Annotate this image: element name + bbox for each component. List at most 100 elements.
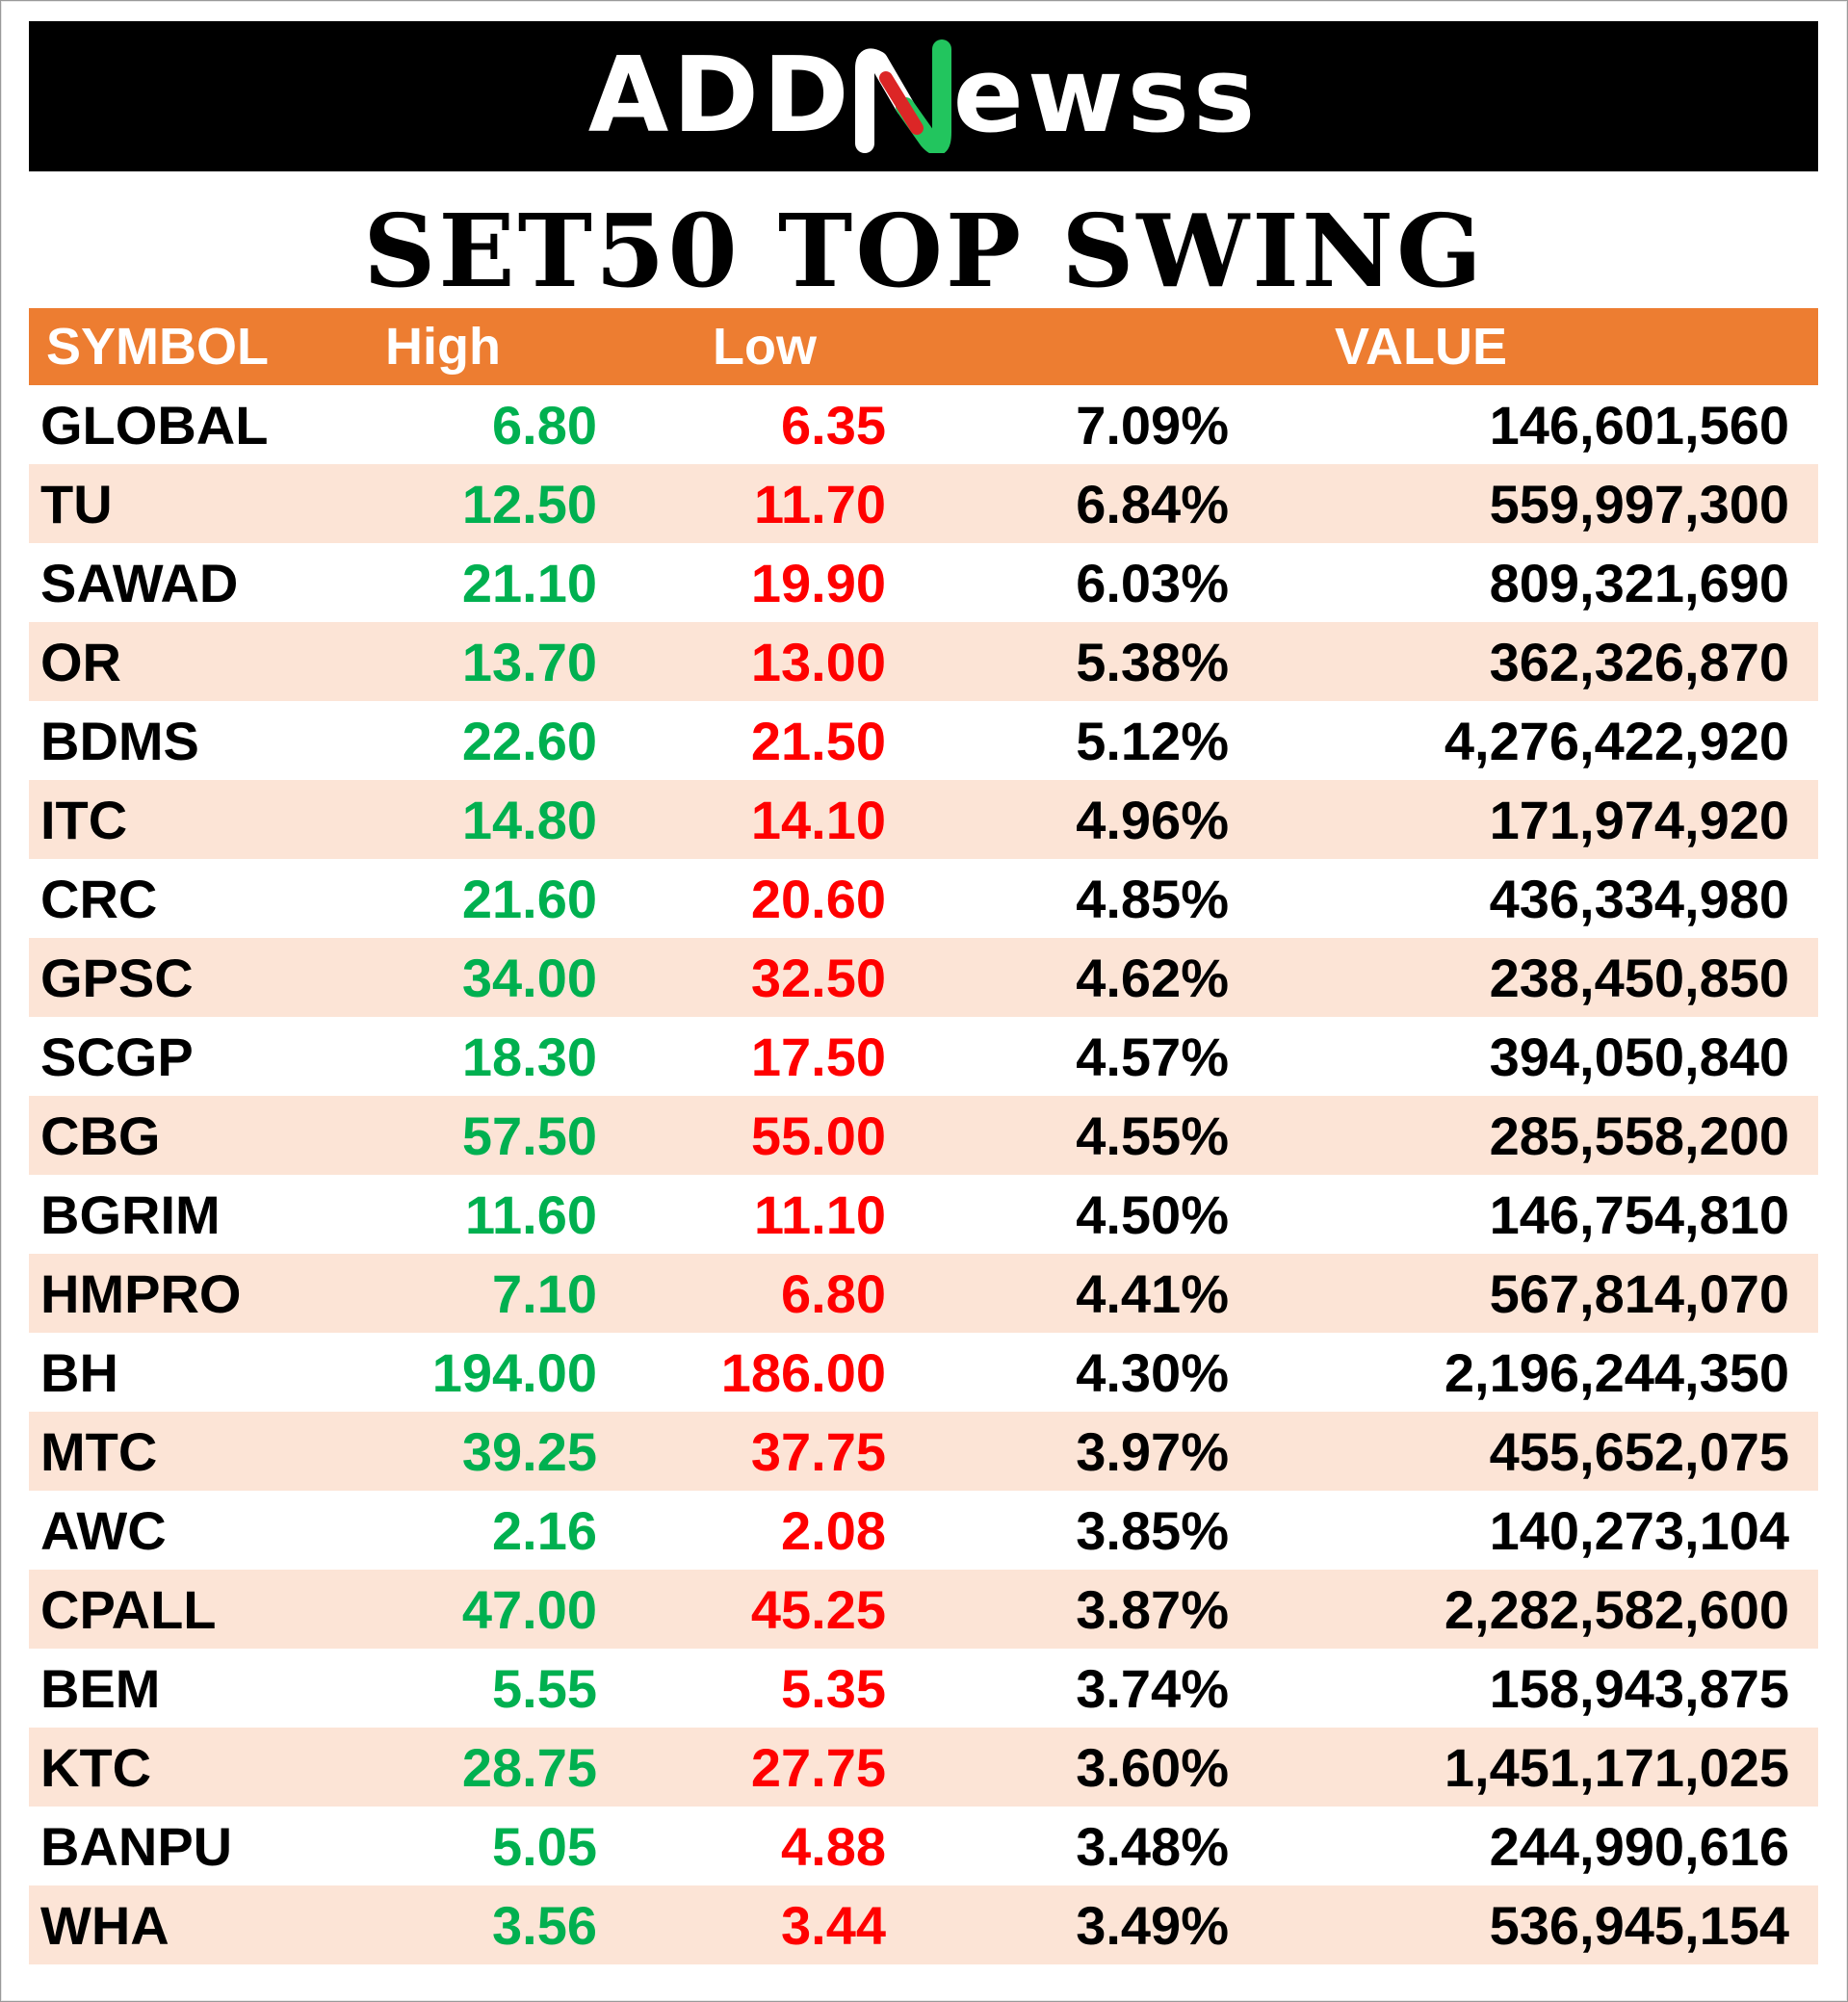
cell-symbol: CPALL [29,1570,279,1649]
cell-pct: 3.49% [896,1885,1242,1964]
cell-low: 3.44 [607,1885,896,1964]
cell-symbol: BGRIM [40,1183,221,1245]
cell-symbol: WHA [29,1885,279,1964]
cell-low: 186.00 [720,1341,886,1403]
cell-high: 6.80 [492,394,597,455]
cell-high: 21.10 [461,552,597,613]
cell-pct: 6.84% [896,464,1242,543]
cell-value: 285,558,200 [1242,1096,1818,1175]
cell-low: 13.00 [607,622,896,701]
cell-symbol: BH [40,1341,118,1403]
cell-low: 45.25 [607,1570,896,1649]
cell-high: 7.10 [279,1254,607,1333]
swing-table: SYMBOL High Low VALUE GLOBAL 6.80 6.35 7.09… [29,308,1818,1964]
cell-value: 567,814,070 [1242,1254,1818,1333]
cell-value: 536,945,154 [1242,1885,1818,1964]
cell-symbol: GLOBAL [40,394,269,455]
cell-high: 13.70 [279,622,607,701]
cell-pct: 3.48% [1076,1815,1229,1877]
cell-low: 37.75 [607,1412,896,1491]
header-pct [896,308,1242,385]
cell-high: 34.00 [279,938,607,1017]
cell-pct: 3.85% [1076,1499,1229,1561]
cell-high: 39.25 [279,1412,607,1491]
cell-symbol: ITC [29,780,279,859]
table-row: HMPRO 7.10 6.80 4.41% 567,814,070 [29,1254,1818,1333]
table-row: ITC 14.80 14.10 4.96% 171,974,920 [29,780,1818,859]
cell-value: 436,334,980 [1489,868,1789,929]
cell-value: 140,273,104 [1489,1499,1789,1561]
cell-symbol: SAWAD [40,552,239,613]
cell-symbol: MTC [29,1412,279,1491]
header-high: High [279,308,607,385]
cell-high: 12.50 [279,464,607,543]
table-row: MTC 39.25 37.75 3.97% 455,652,075 [29,1412,1818,1491]
table-row: GPSC 34.00 32.50 4.62% 238,450,850 [29,938,1818,1017]
cell-low: 19.90 [750,552,886,613]
cell-pct: 4.50% [1076,1183,1229,1245]
table-row: BDMS 22.60 21.50 5.12% 4,276,422,920 [29,701,1818,780]
cell-value: 171,974,920 [1242,780,1818,859]
cell-high: 14.80 [279,780,607,859]
cell-pct: 7.09% [1076,394,1229,455]
cell-value: 146,754,810 [1489,1183,1789,1245]
cell-low: 2.08 [781,1499,886,1561]
cell-value: 394,050,840 [1489,1026,1789,1087]
cell-high: 57.50 [279,1096,607,1175]
cell-high: 5.55 [492,1657,597,1719]
cell-pct: 4.57% [1076,1026,1229,1087]
cell-low: 17.50 [750,1026,886,1087]
table-row: CRC 21.60 20.60 4.85% 436,334,980 [29,859,1818,938]
cell-value: 2,282,582,600 [1242,1570,1818,1649]
cell-value: 455,652,075 [1242,1412,1818,1491]
cell-value: 244,990,616 [1489,1815,1789,1877]
cell-symbol: KTC [29,1728,279,1807]
cell-value: 1,451,171,025 [1242,1728,1818,1807]
cell-symbol: TU [29,464,279,543]
table-row: WHA 3.56 3.44 3.49% 536,945,154 [29,1885,1818,1964]
cell-pct: 4.85% [1076,868,1229,929]
cell-symbol: BEM [40,1657,161,1719]
brand-n-mark-icon [854,39,951,153]
cell-high: 194.00 [431,1341,597,1403]
table-row: BANPU 5.05 4.88 3.48% 244,990,616 [29,1807,1818,1885]
cell-symbol: BANPU [40,1815,233,1877]
cell-value: 146,601,560 [1489,394,1789,455]
table-row: AWC 2.16 2.08 3.85% 140,273,104 [29,1491,1818,1570]
cell-pct: 4.30% [1076,1341,1229,1403]
cell-symbol: CRC [40,868,158,929]
cell-high: 28.75 [279,1728,607,1807]
cell-high: 22.60 [461,710,597,771]
cell-symbol: AWC [40,1499,167,1561]
cell-pct: 4.55% [896,1096,1242,1175]
header-low: Low [607,308,896,385]
cell-value: 158,943,875 [1489,1657,1789,1719]
cell-value: 2,196,244,350 [1444,1341,1789,1403]
cell-symbol: HMPRO [29,1254,279,1333]
table-row: BGRIM 11.60 11.10 4.50% 146,754,810 [29,1175,1818,1254]
header-value: VALUE [1242,308,1818,385]
table-row: OR 13.70 13.00 5.38% 362,326,870 [29,622,1818,701]
page-title: SET50 TOP SWING [363,192,1485,310]
cell-low: 21.50 [750,710,886,771]
table-row: CBG 57.50 55.00 4.55% 285,558,200 [29,1096,1818,1175]
cell-low: 11.10 [753,1183,886,1245]
cell-high: 3.56 [279,1885,607,1964]
cell-value: 238,450,850 [1242,938,1818,1017]
cell-low: 55.00 [607,1096,896,1175]
cell-high: 11.60 [464,1183,597,1245]
cell-pct: 5.12% [1076,710,1229,771]
cell-low: 32.50 [607,938,896,1017]
cell-low: 20.60 [750,868,886,929]
cell-low: 6.35 [781,394,886,455]
cell-low: 14.10 [607,780,896,859]
cell-high: 2.16 [492,1499,597,1561]
cell-symbol: CBG [29,1096,279,1175]
cell-low: 4.88 [781,1815,886,1877]
cell-symbol: SCGP [40,1026,194,1087]
cell-low: 27.75 [607,1728,896,1807]
cell-high: 5.05 [492,1815,597,1877]
cell-low: 6.80 [607,1254,896,1333]
cell-pct: 4.96% [896,780,1242,859]
table-row: BEM 5.55 5.35 3.74% 158,943,875 [29,1649,1818,1728]
